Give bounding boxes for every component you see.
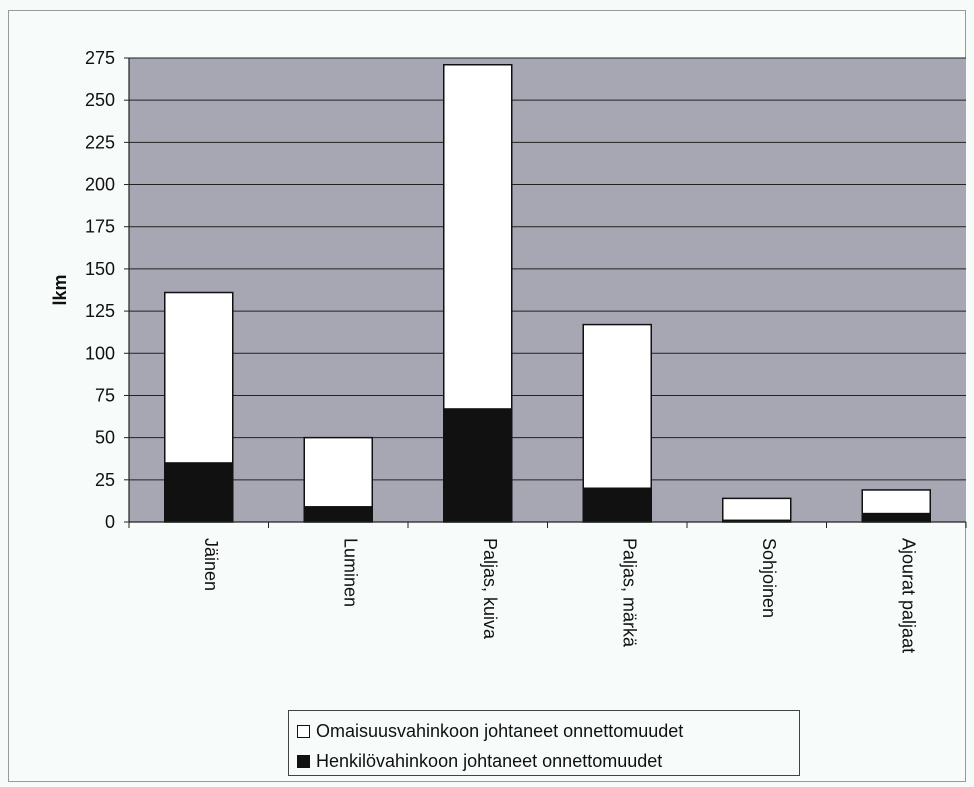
legend-label-omaisuusvahinko: Omaisuusvahinkoon johtaneet onnettomuude… bbox=[316, 720, 684, 741]
y-tick-label: 75 bbox=[95, 385, 115, 405]
y-tick-label: 250 bbox=[85, 90, 115, 110]
bar-henkilovahinko bbox=[303, 506, 373, 523]
bar-henkilovahinko bbox=[443, 408, 513, 523]
y-tick-label: 150 bbox=[85, 259, 115, 279]
category-label: Jäinen bbox=[201, 538, 221, 591]
legend-swatch-henkilovahinko bbox=[297, 754, 310, 768]
category-label: Luminen bbox=[340, 538, 360, 607]
y-tick-label: 50 bbox=[95, 428, 115, 448]
y-tick-label: 225 bbox=[85, 132, 115, 152]
y-tick-label: 200 bbox=[85, 175, 115, 195]
axes bbox=[128, 58, 967, 528]
y-tick-label: 175 bbox=[85, 217, 115, 237]
bar-omaisuusvahinko bbox=[722, 497, 792, 522]
legend: Omaisuusvahinkoon johtaneet onnettomuude… bbox=[288, 710, 800, 776]
category-label: Sohjoinen bbox=[759, 538, 779, 618]
legend-item-omaisuusvahinko: Omaisuusvahinkoon johtaneet onnettomuude… bbox=[297, 719, 683, 743]
bar-omaisuusvahinko bbox=[303, 436, 373, 508]
y-tick-label: 0 bbox=[105, 512, 115, 532]
bar-henkilovahinko bbox=[861, 512, 931, 523]
category-labels: Jäinen Luminen Paljas, kuiva Paljas, märkä S… bbox=[201, 538, 919, 653]
category-label: Ajourat paljaat bbox=[898, 538, 918, 653]
y-tick-label: 25 bbox=[95, 470, 115, 490]
bar-henkilovahinko bbox=[582, 487, 652, 523]
category-label: Paljas, kuiva bbox=[480, 538, 500, 640]
bar-omaisuusvahinko bbox=[582, 323, 652, 490]
gridlines bbox=[124, 57, 966, 523]
y-tick-label: 125 bbox=[85, 301, 115, 321]
y-axis-title: lkm bbox=[50, 274, 70, 305]
bar-omaisuusvahinko bbox=[443, 63, 513, 410]
y-tick-labels: 0 25 50 75 100 125 150 175 200 225 250 275 bbox=[85, 48, 115, 532]
y-tick-label: 100 bbox=[85, 343, 115, 363]
bar-henkilovahinko bbox=[164, 462, 234, 523]
bars bbox=[164, 63, 931, 523]
category-label: Paljas, märkä bbox=[619, 538, 639, 648]
plot-area bbox=[129, 58, 966, 522]
chart: 0 25 50 75 100 125 150 175 200 225 250 275 Jäinen Lu… bbox=[50, 48, 967, 653]
legend-swatch-omaisuusvahinko bbox=[297, 724, 310, 738]
legend-item-henkilovahinko: Henkilövahinkoon johtaneet onnettomuudet bbox=[297, 749, 662, 773]
y-tick-label: 275 bbox=[85, 48, 115, 68]
legend-label-henkilovahinko: Henkilövahinkoon johtaneet onnettomuudet bbox=[316, 750, 663, 771]
bar-omaisuusvahinko bbox=[164, 291, 234, 464]
bar-omaisuusvahinko bbox=[861, 489, 931, 515]
